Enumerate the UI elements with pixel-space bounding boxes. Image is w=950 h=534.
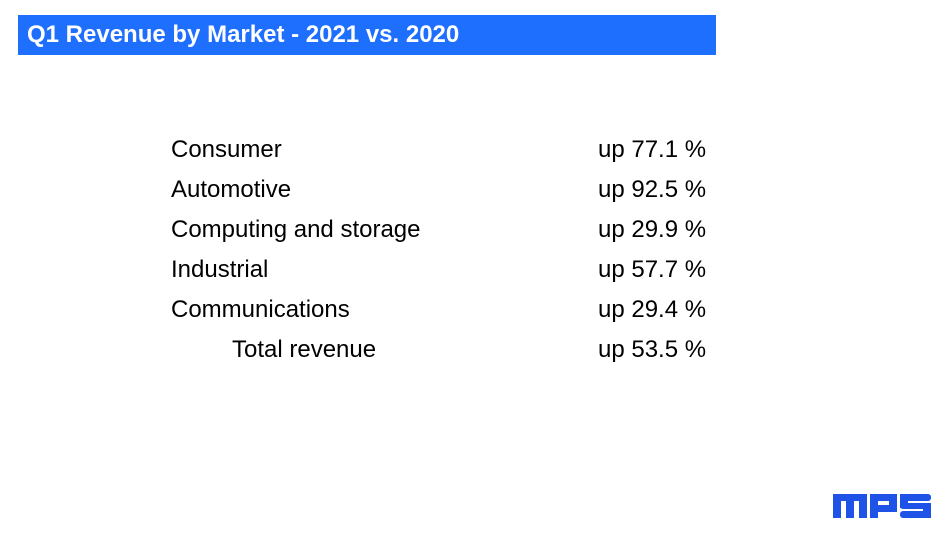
market-row-communications: Communications up 29.4 % — [171, 290, 731, 330]
market-change: up 92.5 % — [598, 176, 707, 203]
total-revenue-label: Total revenue — [232, 336, 377, 363]
market-change: up 29.4 % — [598, 296, 707, 323]
market-row-automotive: Automotive up 92.5 % — [171, 170, 731, 210]
market-name: Consumer — [171, 136, 282, 163]
slide-title: Q1 Revenue by Market - 2021 vs. 2020 — [27, 21, 460, 48]
market-row-consumer: Consumer up 77.1 % — [171, 130, 731, 170]
market-row-industrial: Industrial up 57.7 % — [171, 250, 731, 290]
market-name: Industrial — [171, 256, 269, 283]
total-revenue-row: Total revenue up 53.5 % — [171, 330, 731, 370]
market-change: up 29.9 % — [598, 216, 707, 243]
market-row-computing-and-storage: Computing and storage up 29.9 % — [171, 210, 731, 250]
market-table: Consumer up 77.1 % Automotive up 92.5 % … — [171, 130, 731, 370]
market-name: Computing and storage — [171, 216, 421, 243]
market-change: up 57.7 % — [598, 256, 707, 283]
market-name: Automotive — [171, 176, 292, 203]
total-revenue-change: up 53.5 % — [598, 336, 707, 363]
title-bar: Q1 Revenue by Market - 2021 vs. 2020 — [18, 15, 716, 55]
market-change: up 77.1 % — [598, 136, 707, 163]
mps-logo-icon — [833, 494, 931, 518]
market-name: Communications — [171, 296, 350, 323]
mps-logo — [833, 490, 933, 522]
